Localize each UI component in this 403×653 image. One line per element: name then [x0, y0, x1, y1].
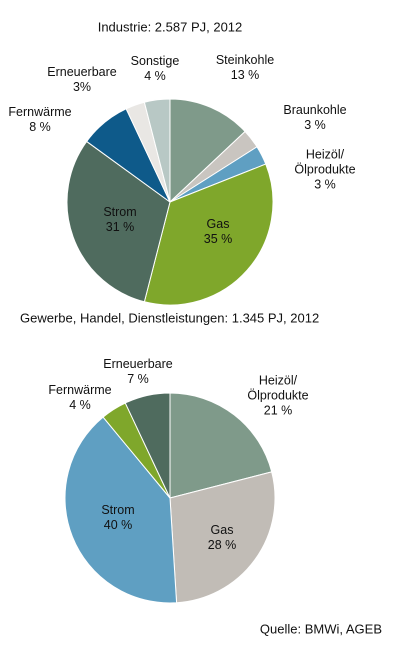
- pie-slice: [124, 392, 171, 499]
- category-label: Braunkohle: [283, 103, 347, 117]
- category-label: Heizöl/ Ölprodukte: [247, 373, 309, 403]
- pie-slice: [169, 98, 246, 204]
- slice-label: Gas 28 %: [208, 523, 237, 553]
- chart-title: Industrie: 2.587 PJ, 2012: [98, 19, 243, 34]
- pie-slice: [169, 471, 276, 604]
- value-label: 31 %: [105, 220, 135, 234]
- value-label: 35 %: [203, 232, 233, 246]
- value-label: 3 %: [304, 118, 326, 132]
- pie-slice: [169, 392, 273, 499]
- category-label: Gas: [206, 217, 230, 231]
- pie-slice: [64, 416, 178, 604]
- value-label: 40 %: [103, 518, 133, 532]
- value-label: 21 %: [263, 403, 293, 418]
- category-label: Fernwärme: [8, 105, 72, 119]
- value-label: 3 %: [314, 177, 336, 192]
- pie-slice: [66, 140, 171, 303]
- value-label: 4 %: [144, 69, 166, 83]
- category-label: Heizöl/ Ölprodukte: [294, 147, 356, 177]
- slice-label: Sonstige 4 %: [131, 54, 180, 84]
- chart-title: Gewerbe, Handel, Dienstleistungen: 1.345…: [20, 310, 319, 325]
- slice-label: Gas 35 %: [204, 217, 233, 247]
- slice-label: Heizöl/ Ölprodukte 3 %: [294, 148, 355, 193]
- category-label: Erneuerbare: [103, 357, 173, 371]
- value-label: 28 %: [207, 538, 237, 552]
- value-label: 4 %: [69, 398, 91, 412]
- slice-label: Strom 31 %: [103, 205, 136, 235]
- value-label: 3%: [72, 80, 92, 94]
- category-label: Strom: [101, 503, 135, 517]
- slice-label: Steinkohle 13 %: [216, 53, 274, 83]
- value-label: 8 %: [29, 120, 51, 134]
- category-label: Erneuerbare: [47, 65, 117, 79]
- value-label: 7 %: [127, 372, 149, 386]
- slice-label: Fernwärme 4 %: [48, 383, 111, 413]
- slice-label: Erneuerbare 7 %: [103, 357, 173, 387]
- slice-label: Strom 40 %: [101, 503, 134, 533]
- category-label: Strom: [103, 205, 137, 219]
- slice-label: Erneuerbare 3%: [47, 65, 117, 95]
- category-label: Sonstige: [130, 54, 180, 68]
- slice-label: Fernwärme 8 %: [8, 105, 71, 135]
- slice-label: Heizöl/ Ölprodukte 21 %: [247, 374, 308, 419]
- category-label: Fernwärme: [48, 383, 112, 397]
- slice-label: Braunkohle 3 %: [283, 103, 346, 133]
- category-label: Gas: [210, 523, 234, 537]
- pie-slice: [143, 163, 274, 306]
- source: Quelle: BMWi, AGEB: [260, 621, 382, 636]
- pie-slice: [143, 98, 171, 203]
- value-label: 13 %: [230, 68, 260, 82]
- category-label: Steinkohle: [215, 53, 275, 67]
